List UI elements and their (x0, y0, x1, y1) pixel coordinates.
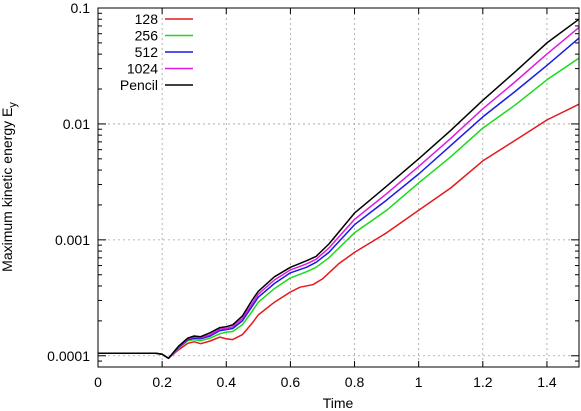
legend-label: 512 (135, 44, 159, 60)
y-axis-title-main: Maximum kinetic energy E (0, 108, 15, 272)
x-tick-label: 1.4 (537, 374, 557, 390)
y-tick-label: 0.0001 (47, 348, 90, 364)
legend-label: 1024 (127, 61, 158, 77)
y-axis-title-subscript: y (7, 102, 19, 108)
x-tick-label: 0.4 (217, 374, 237, 390)
grid (98, 8, 579, 367)
ticks: 0 0.2 0.4 0.6 0.8 1 1.2 1.4 0.0001 0.001 0.01 0.1 (47, 0, 579, 390)
x-tick-label: 1 (415, 374, 423, 390)
x-tick-label: 0.8 (345, 374, 365, 390)
series-line-512 (98, 37, 580, 360)
legend-label: Pencil (120, 77, 158, 93)
y-axis-title: Maximum kinetic energy Ey (0, 102, 19, 272)
y-tick-label: 0.1 (71, 0, 91, 16)
x-tick-label: 1.2 (473, 374, 493, 390)
x-axis-title: Time (323, 395, 354, 411)
y-tick-label: 0.01 (63, 116, 90, 132)
series-line-1024 (98, 26, 580, 360)
series-group (98, 18, 580, 360)
series-line-256 (98, 57, 580, 360)
legend-label: 128 (135, 11, 159, 27)
y-tick-label: 0.001 (55, 232, 90, 248)
plot-frame (97, 7, 580, 368)
legend-label: 256 (135, 28, 159, 44)
x-tick-label: 0.6 (281, 374, 301, 390)
series-line-128 (98, 103, 580, 360)
series-line-pencil (98, 18, 580, 360)
x-tick-label: 0.2 (152, 374, 172, 390)
x-tick-label: 0 (94, 374, 102, 390)
